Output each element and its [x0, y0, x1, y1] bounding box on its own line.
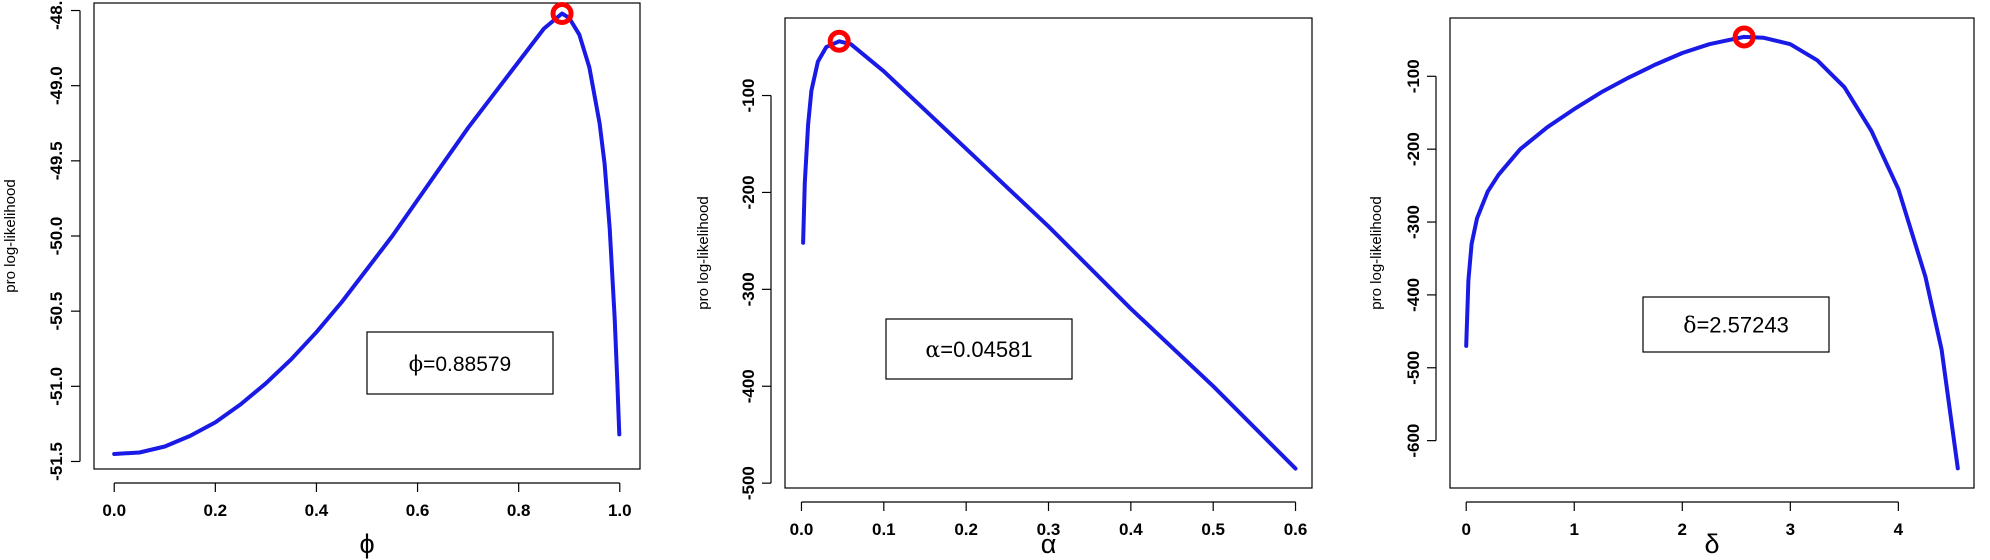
y-tick-label: -50.5: [47, 292, 66, 331]
series-line-1: [1464, 34, 1960, 471]
y-tick-label: -300: [1404, 205, 1423, 239]
annotation: ϕ=0.88579: [366, 331, 554, 395]
optimum-marker: [1732, 25, 1756, 49]
y-tick-label: -200: [1404, 132, 1423, 166]
annotation-label: α=0.04581: [925, 337, 1032, 363]
x-axis: 0.0 0.2 0.4 0.6 0.8 1.0: [102, 482, 632, 520]
y-tick-label: -600: [1404, 424, 1423, 458]
x-tick-label: 0.2: [954, 520, 978, 539]
x-tick-label: 4: [1894, 520, 1904, 539]
annotation-box: [1642, 296, 1830, 353]
y-axis-label: pro log-likelihood: [2, 179, 19, 292]
y-tick-label: -51.5: [47, 442, 66, 481]
x-axis-label: α: [1041, 529, 1057, 559]
y-tick-label: -50.0: [47, 217, 66, 256]
x-axis-label: δ: [1704, 529, 1719, 559]
x-tick-label: 0: [1461, 520, 1470, 539]
x-axis: 0 1 2 3 4: [1461, 501, 1904, 539]
x-axis-label: ϕ: [359, 529, 374, 559]
annotation-symbol: α: [925, 338, 940, 363]
annotation-label: ϕ=0.88579: [409, 352, 512, 376]
annotation-value: =2.57243: [1696, 313, 1788, 338]
x-tick-label: 0.6: [1284, 520, 1308, 539]
x-tick-label: 1: [1570, 520, 1579, 539]
x-tick-label: 0.8: [507, 501, 531, 520]
y-tick-label: -200: [739, 175, 758, 209]
y-tick-label: -100: [1404, 59, 1423, 93]
y-axis-label: pro log-likelihood: [1368, 196, 1385, 309]
y-tick-label: -400: [1404, 278, 1423, 312]
annotation-symbol: δ: [1683, 314, 1696, 339]
y-tick-label: -100: [739, 79, 758, 113]
annotation-label: δ=2.57243: [1683, 313, 1789, 339]
y-tick-label: -51.0: [47, 367, 66, 406]
annotation: α=0.04581: [885, 318, 1073, 380]
y-tick-label: -300: [739, 272, 758, 306]
y-axis: -51.5 -51.0 -50.5 -50.0 -49.5 -49.0 -48.5: [47, 0, 81, 481]
x-tick-label: 1.0: [608, 501, 632, 520]
annotation-symbol: ϕ: [409, 352, 423, 376]
annotation: δ=2.57243: [1642, 296, 1830, 353]
optimum-marker: [827, 29, 851, 53]
chart-panel-1: 0.0 0.2 0.4 0.6 0.8 1.0ϕ-51.5-51.0-50.5-50.0-…: [2, 0, 641, 559]
x-tick-label: 0.5: [1201, 520, 1225, 539]
y-axis-label: pro log-likelihood: [695, 196, 712, 309]
plot-frame: [93, 2, 641, 470]
chart-panel-3: 0 1 2 3 4 δ -600 -500 -400 -300 -200 -100 pro log-li…: [1368, 17, 1975, 559]
series-line-1: [801, 39, 1298, 471]
y-tick-label: -48.5: [47, 0, 66, 30]
y-tick-label: -500: [739, 466, 758, 500]
x-tick-label: 0.2: [204, 501, 228, 520]
x-axis: 0.0 0.1 0.2 0.3 0.4 0.5 0.6: [790, 501, 1308, 539]
y-tick-label: -500: [1404, 351, 1423, 385]
x-tick-label: 0.1: [872, 520, 896, 539]
annotation-value: =0.04581: [940, 337, 1032, 362]
plot-frame: [784, 17, 1313, 489]
x-tick-label: 2: [1678, 520, 1687, 539]
y-axis: -500 -400 -300 -200 -100: [739, 79, 772, 500]
x-tick-label: 0.0: [790, 520, 814, 539]
annotation-box: [885, 318, 1073, 380]
plot-frame: [1449, 17, 1975, 489]
y-axis: -600 -500 -400 -300 -200 -100: [1404, 59, 1437, 458]
x-tick-label: 0.4: [305, 501, 329, 520]
y-tick-label: -400: [739, 369, 758, 403]
annotation-box: [366, 331, 554, 395]
x-tick-label: 3: [1786, 520, 1795, 539]
series-line-1: [112, 11, 622, 456]
optimum-marker: [550, 2, 574, 26]
x-tick-label: 0.0: [102, 501, 126, 520]
x-tick-label: 0.3: [1037, 520, 1061, 539]
chart-panel-2: 0.0 0.1 0.2 0.3 0.4 0.5 0.6 α -500 -400 -300 -200 -1…: [695, 17, 1313, 559]
y-tick-label: -49.5: [47, 141, 66, 180]
x-tick-label: 0.4: [1119, 520, 1143, 539]
annotation-value: =0.88579: [423, 353, 511, 376]
x-tick-label: 0.6: [406, 501, 430, 520]
y-tick-label: -49.0: [47, 66, 66, 105]
